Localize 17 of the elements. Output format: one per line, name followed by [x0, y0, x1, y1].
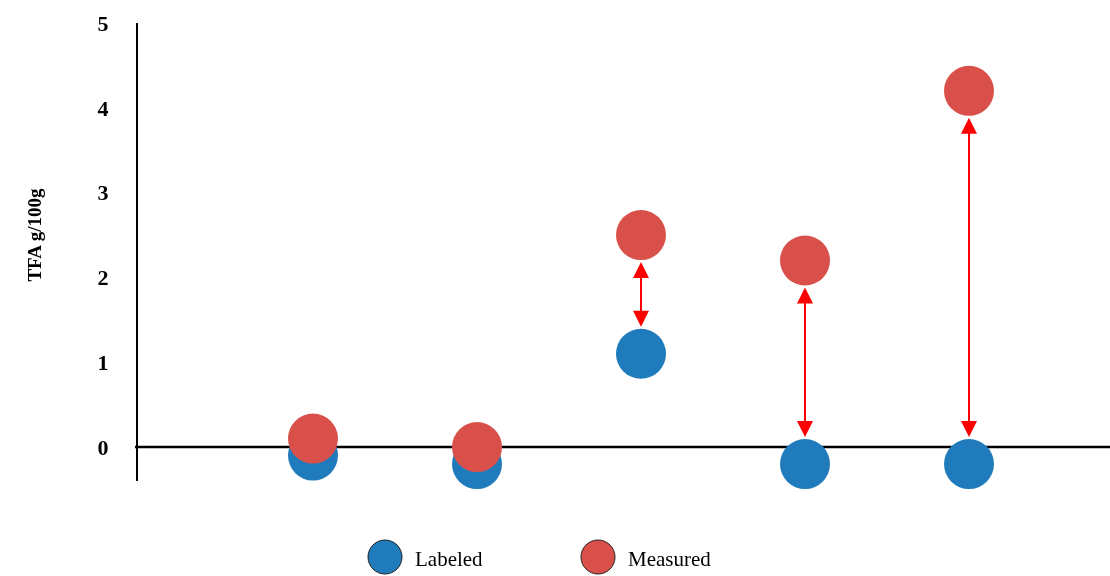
point: [780, 439, 830, 490]
y-tick-label: 5: [97, 10, 109, 36]
legend-label: Measured: [628, 547, 712, 572]
legend-label: Labeled: [415, 547, 484, 572]
y-tick-label: 4: [97, 95, 109, 121]
y-tick-label: 1: [97, 349, 109, 375]
point: [616, 328, 666, 379]
point: [944, 439, 994, 490]
point: [452, 422, 502, 473]
y-tick-label: 2: [97, 265, 109, 291]
y-tick-label: 3: [97, 180, 109, 206]
point: [780, 235, 830, 286]
y-axis-title: TFA g/100g: [23, 188, 45, 282]
point: [288, 413, 338, 464]
point: [944, 65, 994, 116]
point: [616, 210, 666, 261]
y-tick-label: 0: [97, 434, 109, 460]
